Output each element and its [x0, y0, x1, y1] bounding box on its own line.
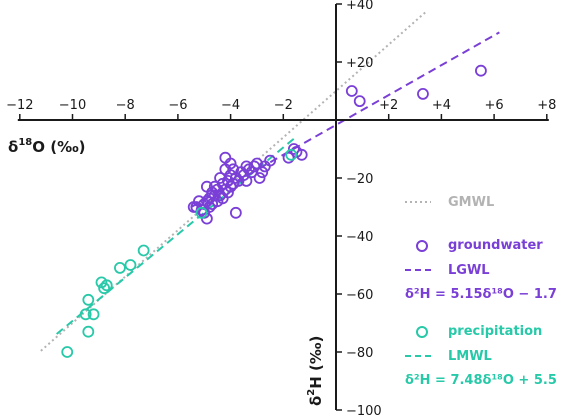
groundwater-point [227, 163, 240, 176]
precipitation-point [82, 325, 95, 338]
groundwater-point [287, 143, 300, 155]
precipitation-point [61, 346, 74, 358]
groundwater-point [187, 201, 200, 213]
precipitation-point [79, 308, 92, 321]
precipitation-point [82, 293, 95, 306]
groundwater-point [353, 95, 366, 108]
x-tick-label: +6 [485, 98, 504, 113]
y-tick-label: −60 [346, 288, 373, 303]
precipitation-point [100, 279, 113, 292]
x-tick-label: −10 [59, 98, 86, 113]
groundwater-point [251, 157, 263, 170]
precipitation-point [114, 261, 126, 274]
legend-lgwl-label: LGWL [448, 263, 490, 278]
precipitation-point [98, 282, 111, 295]
groundwater-point [214, 172, 226, 184]
legend-precipitation-marker [416, 326, 428, 338]
y-tick-label: −40 [346, 230, 373, 245]
x-tick-label: +2 [379, 98, 398, 113]
groundwater-point [208, 180, 221, 193]
legend-lmwl-label: LMWL [448, 349, 492, 364]
groundwater-point [214, 189, 226, 202]
x-tick-label: −8 [116, 98, 135, 113]
groundwater-point [417, 88, 429, 100]
precipitation-point [137, 244, 150, 257]
precipitation-point [87, 308, 100, 321]
x-axis-label: δ18O (‰) [8, 137, 86, 156]
y-axis-label: δ2H (‰) [306, 336, 325, 406]
precipitation-point [195, 206, 208, 219]
groundwater-point [282, 151, 295, 164]
groundwater-point [229, 206, 242, 219]
legend-groundwater-label: groundwater [448, 238, 543, 253]
x-tick-label: −12 [6, 98, 33, 113]
groundwater-point [475, 64, 487, 77]
legend-precipitation-label: precipitation [448, 324, 542, 339]
y-tick-label: −80 [346, 346, 373, 361]
groundwater-point [200, 180, 213, 193]
y-tick-label: −20 [346, 172, 373, 187]
x-tick-label: −6 [168, 98, 187, 113]
legend: GMWL groundwater LGWL δ²H = 5.15δ¹⁸O − 1… [405, 195, 557, 388]
data-points [61, 64, 487, 358]
y-tick-label: +40 [346, 0, 373, 13]
precipitation-point [124, 259, 137, 271]
x-tick-label: −4 [221, 98, 240, 113]
axes: −12 −10 −8 −6 −4 −2 +2 +4 +6 +8 +40 +20 −20 −40 −60 −80… [6, 0, 556, 416]
legend-groundwater-marker [416, 240, 428, 252]
groundwater-point [345, 85, 358, 97]
y-tick-label: +20 [346, 56, 373, 71]
precipitation-point [285, 148, 298, 161]
groundwater-point [219, 151, 232, 164]
groundwater-point [253, 172, 266, 184]
x-tick-label: +8 [537, 98, 556, 113]
legend-gmwl-label: GMWL [448, 195, 494, 210]
legend-lmwl-equation: δ²H = 7.48δ¹⁸O + 5.5 [405, 373, 557, 388]
legend-lgwl-equation: δ²H = 5.15δ¹⁸O − 1.7 [405, 287, 557, 302]
x-tick-label: −2 [274, 98, 293, 113]
y-tick-label: −100 [346, 404, 382, 416]
groundwater-point [240, 174, 253, 187]
groundwater-point [200, 195, 213, 208]
x-tick-label: +4 [432, 98, 451, 113]
